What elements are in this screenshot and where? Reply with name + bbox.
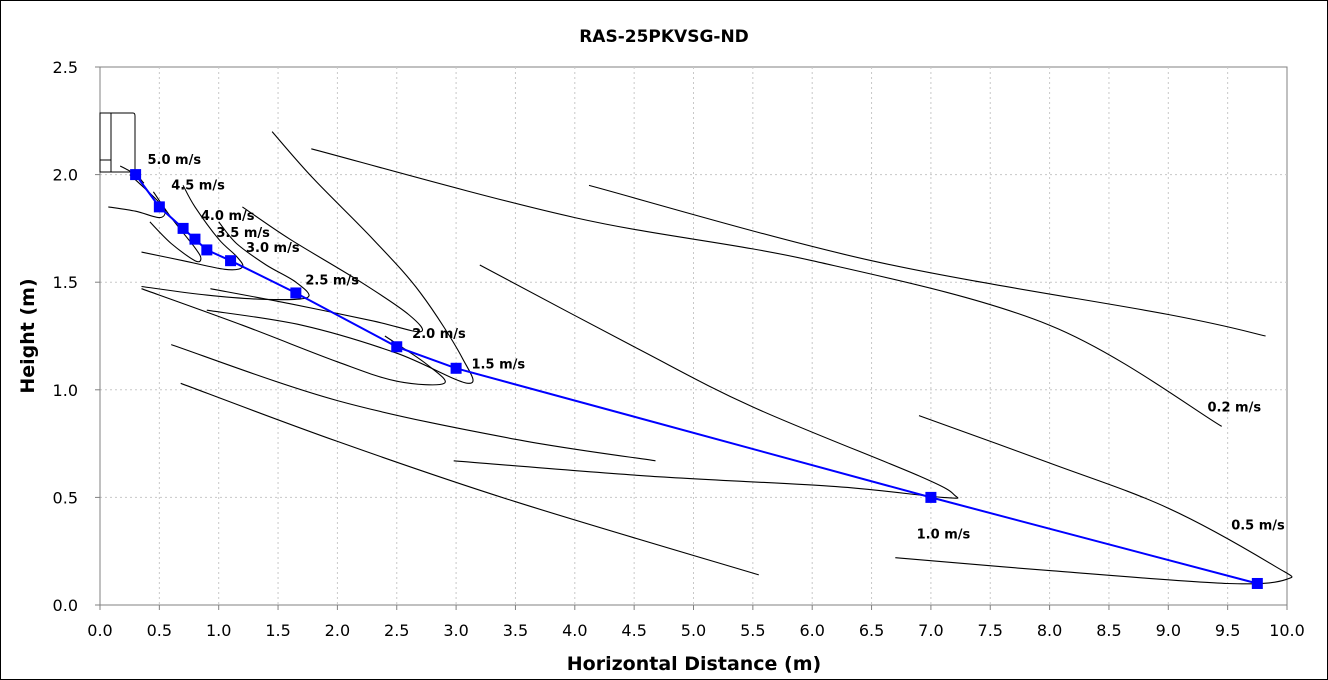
x-tick-label: 8.0 xyxy=(1037,621,1062,640)
velocity-label: 4.5 m/s xyxy=(171,179,225,194)
velocity-label: 4.0 m/s xyxy=(201,209,255,224)
y-tick-label: 2.0 xyxy=(53,166,78,185)
data-point-marker xyxy=(450,362,462,374)
y-tick-label: 1.0 xyxy=(53,381,78,400)
velocity-contour xyxy=(311,148,1222,427)
x-tick-label: 7.0 xyxy=(918,621,943,640)
y-tick-label: 2.5 xyxy=(53,58,78,77)
x-tick-label: 2.0 xyxy=(325,621,350,640)
velocity-label: 0.5 m/s xyxy=(1231,519,1285,534)
velocity-contour xyxy=(171,344,656,462)
x-tick-label: 3.0 xyxy=(443,621,468,640)
data-point-marker xyxy=(391,341,403,353)
x-tick-label: 4.5 xyxy=(621,621,646,640)
data-point-marker xyxy=(1251,577,1263,589)
velocity-contour xyxy=(141,185,244,271)
y-tick-label: 0.0 xyxy=(53,596,78,615)
x-tick-label: 4.0 xyxy=(562,621,587,640)
velocity-label: 1.0 m/s xyxy=(917,527,971,542)
y-tick-label: 0.5 xyxy=(53,488,78,507)
velocity-label: 3.5 m/s xyxy=(216,226,270,241)
velocity-contour xyxy=(141,221,310,301)
x-tick-label: 9.5 xyxy=(1215,621,1240,640)
x-tick-label: 3.5 xyxy=(503,621,528,640)
x-tick-label: 10.0 xyxy=(1269,621,1305,640)
indoor-unit-outlet xyxy=(99,159,112,173)
x-tick-label: 5.0 xyxy=(681,621,706,640)
x-axis-title: Horizontal Distance (m) xyxy=(567,653,821,675)
indoor-unit-icon xyxy=(99,112,136,173)
velocity-label: 0.2 m/s xyxy=(1207,400,1261,415)
velocity-label: 2.5 m/s xyxy=(305,273,359,288)
velocity-contour xyxy=(895,415,1293,585)
velocity-label: 2.0 m/s xyxy=(412,327,466,342)
x-tick-label: 6.5 xyxy=(859,621,884,640)
data-point-marker xyxy=(130,169,142,181)
data-point-marker xyxy=(177,222,189,234)
chart-title: RAS-25PKVSG-ND xyxy=(579,27,749,47)
y-tick-label: 1.5 xyxy=(53,273,78,292)
x-tick-label: 2.5 xyxy=(384,621,409,640)
velocity-contour xyxy=(180,382,759,576)
velocity-contour xyxy=(588,184,1266,337)
velocity-contour xyxy=(453,264,959,499)
x-tick-label: 7.5 xyxy=(978,621,1003,640)
data-point-marker xyxy=(153,201,165,213)
velocity-contour xyxy=(210,206,424,333)
x-tick-label: 0.5 xyxy=(147,621,172,640)
x-tick-label: 5.5 xyxy=(740,621,765,640)
data-point-marker xyxy=(925,491,937,503)
x-tick-label: 9.0 xyxy=(1156,621,1181,640)
velocity-label: 5.0 m/s xyxy=(147,153,201,168)
indoor-unit-body xyxy=(99,112,136,173)
x-tick-label: 6.0 xyxy=(799,621,824,640)
x-tick-label: 0.0 xyxy=(87,621,112,640)
y-axis-title: Height (m) xyxy=(17,278,39,393)
x-tick-label: 1.5 xyxy=(265,621,290,640)
x-tick-label: 8.5 xyxy=(1096,621,1121,640)
data-point-marker xyxy=(225,255,237,267)
velocity-contour xyxy=(141,288,446,386)
x-tick-label: 1.0 xyxy=(206,621,231,640)
data-point-marker xyxy=(290,287,302,299)
plot-area: 0.0 0.5 1.0 1.5 2.0 2.5 3.0 3.5 4.0 4.5 5.0 5.5 6.0 6… xyxy=(53,58,1305,640)
data-point-marker xyxy=(189,233,201,245)
velocity-label: 3.0 m/s xyxy=(246,241,300,256)
velocity-label: 1.5 m/s xyxy=(472,357,526,372)
data-point-marker xyxy=(201,244,213,256)
velocity-contour xyxy=(206,131,474,384)
plot-background xyxy=(99,66,1288,606)
